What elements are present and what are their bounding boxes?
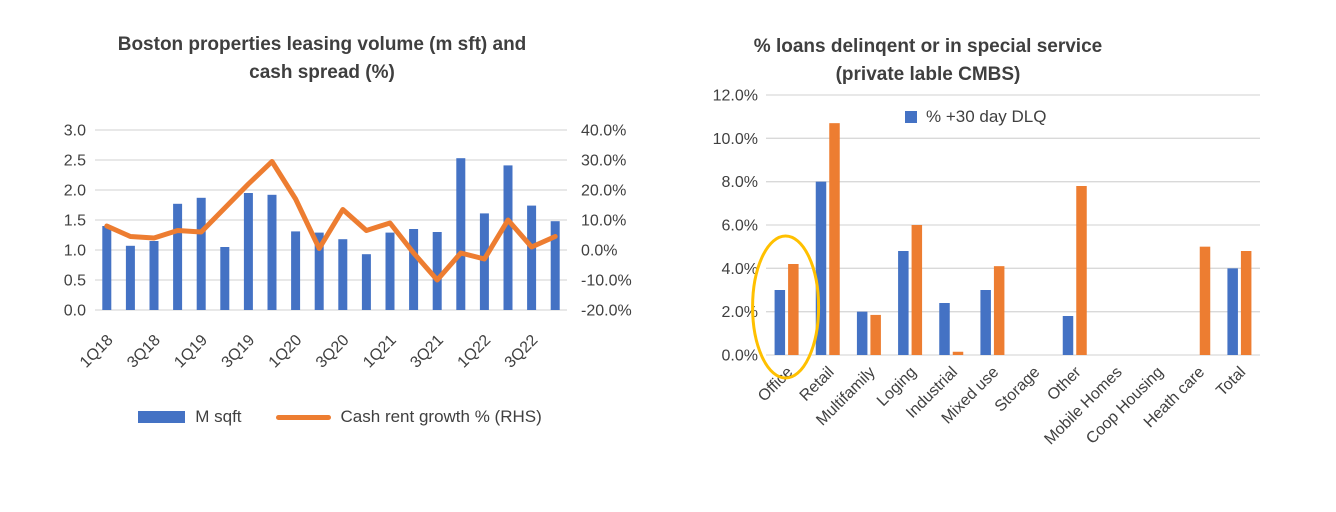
bar-special-service-Mixed use: [993, 266, 1005, 355]
right-chart-title: % loans delinqent or in special service …: [680, 33, 1176, 89]
leasing-volume-chart: 3.0 40.0% 2.5 30.0% 2.0 20.0% 1.5 10.0% 1.0 0.0% 0…: [64, 123, 632, 372]
x-axis-tick-label: 3Q18: [124, 332, 164, 372]
legend-bar-swatch-icon: [138, 411, 186, 423]
y-axis-tick-label: 6.0%: [722, 218, 758, 235]
x-axis-tick-label: Storage: [992, 364, 1044, 416]
bar-dlq-Other: [1062, 316, 1074, 355]
bar-3Q19: [243, 193, 253, 310]
left-axis-tick-label: 3.0: [64, 123, 86, 140]
right-axis-tick-label: 0.0%: [581, 243, 617, 260]
right-axis-tick-label: 20.0%: [581, 183, 626, 200]
left-chart-legend: M sqft Cash rent growth % (RHS): [0, 407, 680, 427]
right-axis-tick-label: 40.0%: [581, 123, 626, 140]
bar-1Q18: [102, 226, 112, 310]
x-axis-tick-label: Office: [755, 364, 796, 405]
bar-3Q21: [432, 232, 442, 310]
legend-label-cash-rent-growth: Cash rent growth % (RHS): [340, 407, 542, 426]
y-axis-tick-label: 4.0%: [722, 261, 758, 278]
bar-2Q18: [125, 245, 135, 310]
bar-special-service-Total: [1240, 251, 1252, 355]
bar-special-service-Industrial: [952, 351, 964, 355]
left-axis-tick-label: 2.0: [64, 183, 86, 200]
left-axis-tick-label: 0.5: [64, 273, 86, 290]
bar-special-service-Office: [788, 264, 799, 355]
y-axis-tick-label: 10.0%: [713, 131, 758, 148]
left-axis-tick-label: 1.0: [64, 243, 86, 260]
bar-special-service-Heath care: [1199, 246, 1211, 355]
bar-1Q19: [196, 197, 206, 310]
bar-dlq-Industrial: [939, 303, 950, 355]
bar-4Q21: [456, 158, 466, 310]
bar-2Q22: [503, 165, 513, 310]
x-axis-tick-label: 3Q21: [407, 332, 447, 372]
bar-1Q21: [385, 232, 395, 310]
x-axis-tick-label: Total: [1213, 364, 1249, 400]
x-axis-tick-label: 1Q19: [171, 332, 211, 372]
bar-4Q20: [361, 254, 371, 310]
bar-special-service-Other: [1076, 186, 1087, 355]
bar-4Q19: [267, 194, 277, 310]
right-axis-tick-label: -20.0%: [581, 303, 632, 320]
left-axis-tick-label: 1.5: [64, 213, 86, 230]
legend-line-swatch-icon: [275, 414, 331, 420]
bar-dlq-Loging: [898, 251, 909, 355]
x-axis-tick-label: 1Q18: [77, 332, 117, 372]
bar-dlq-Retail: [815, 181, 827, 355]
x-axis-tick-label: 3Q20: [313, 332, 353, 372]
legend-square-swatch-icon: [905, 111, 917, 123]
left-chart-title-line2: cash spread (%): [249, 62, 395, 83]
y-axis-tick-label: 2.0%: [722, 304, 758, 321]
right-axis-tick-label: 10.0%: [581, 213, 626, 230]
bar-dlq-Total: [1227, 268, 1238, 355]
bar-special-service-Loging: [911, 225, 923, 355]
bar-special-service-Multifamily: [870, 314, 881, 355]
bar-3Q22: [527, 205, 537, 310]
legend-label-30-day-dlq: % +30 day DLQ: [926, 107, 1047, 126]
bar-1Q20: [291, 231, 301, 310]
cash-rent-growth-line: [104, 159, 558, 283]
right-axis-tick-label: -10.0%: [581, 273, 632, 290]
left-axis-tick-label: 2.5: [64, 153, 86, 170]
left-chart-title: Boston properties leasing volume (m sft)…: [0, 31, 644, 87]
y-axis-tick-label: 0.0%: [722, 348, 758, 365]
office-highlight-ellipse: [751, 234, 821, 380]
x-axis-tick-label: 1Q21: [360, 332, 400, 372]
bar-3Q18: [149, 241, 159, 310]
left-chart-title-line1: Boston properties leasing volume (m sft)…: [117, 34, 527, 55]
x-axis-tick-label: 3Q22: [502, 332, 542, 372]
right-chart-title-line2: (private lable CMBS): [835, 64, 1021, 85]
bar-dlq-Office: [774, 290, 786, 355]
right-chart-legend: % +30 day DLQ: [905, 107, 1047, 127]
bar-dlq-Mixed use: [980, 290, 991, 355]
delinquency-chart: 12.0%10.0%8.0%6.0%4.0%2.0%0.0%Office Reta…: [713, 88, 1260, 448]
bar-1Q22: [479, 213, 489, 310]
x-axis-tick-label: 3Q19: [219, 332, 259, 372]
x-axis-tick-label: 1Q20: [266, 332, 306, 372]
bar-2Q19: [220, 247, 230, 310]
x-axis-tick-label: 1Q22: [455, 332, 495, 372]
y-axis-tick-label: 12.0%: [713, 88, 758, 105]
bar-4Q18: [173, 203, 183, 310]
bar-special-service-Retail: [829, 123, 840, 356]
bar-2Q20: [314, 232, 324, 310]
bar-3Q20: [338, 239, 348, 310]
legend-label-m-sqft: M sqft: [195, 407, 242, 426]
left-axis-tick-label: 0.0: [64, 303, 86, 320]
bar-4Q22: [550, 221, 560, 310]
bar-dlq-Multifamily: [856, 311, 868, 355]
bar-2Q21: [409, 229, 419, 310]
right-axis-tick-label: 30.0%: [581, 153, 626, 170]
right-chart-title-line1: % loans delinqent or in special service: [753, 36, 1103, 57]
y-axis-tick-label: 8.0%: [722, 174, 758, 191]
